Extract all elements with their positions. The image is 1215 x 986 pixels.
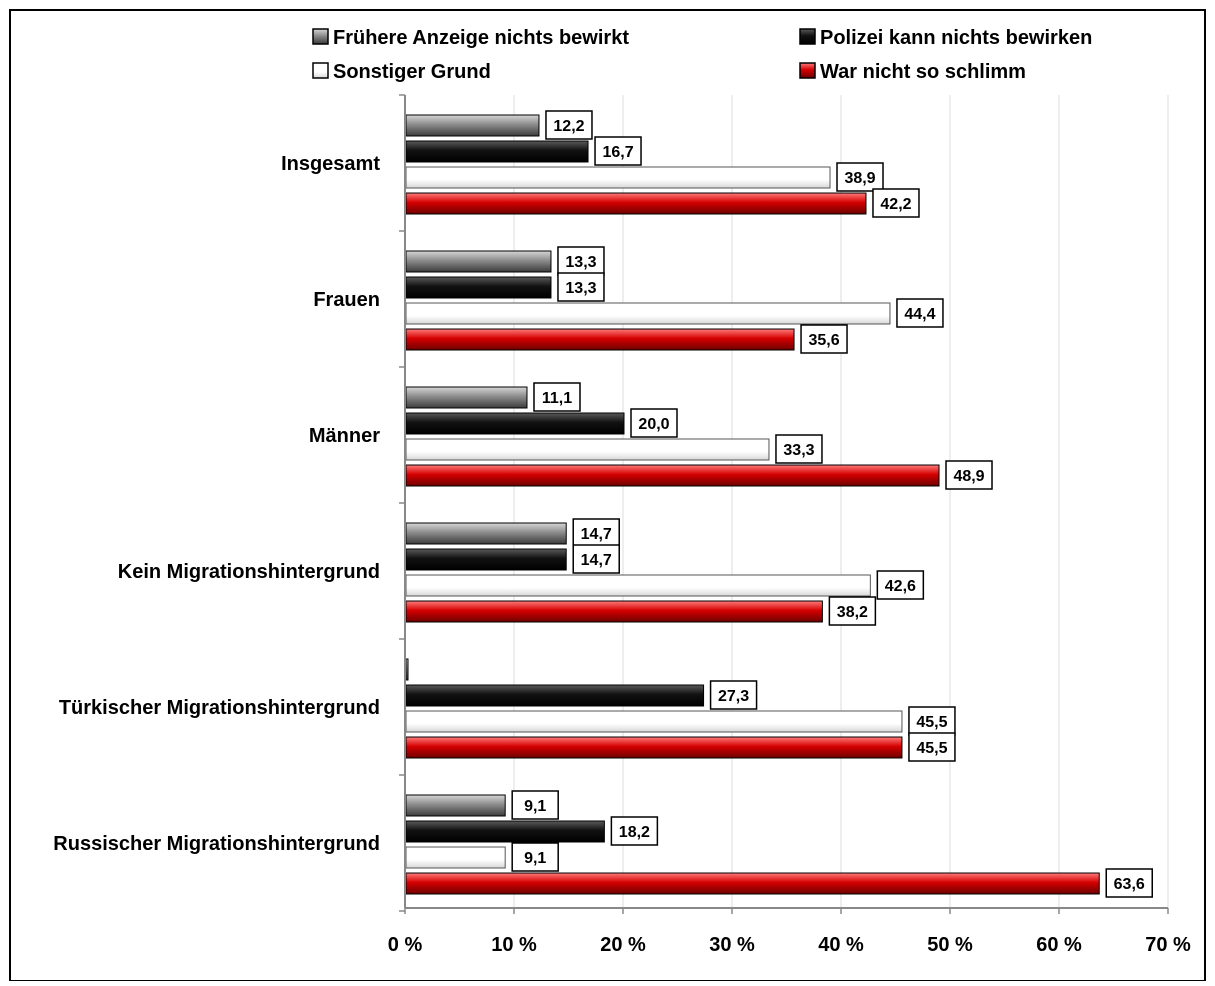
x-tick-label: 30 % bbox=[709, 934, 755, 956]
bar bbox=[405, 522, 567, 545]
legend-label: War nicht so schlimm bbox=[820, 61, 1026, 83]
data-label-box bbox=[533, 382, 581, 412]
legend-swatch bbox=[312, 28, 329, 45]
bar bbox=[405, 412, 625, 435]
bar bbox=[405, 250, 552, 273]
data-label: 12,2 bbox=[553, 118, 584, 135]
legend-swatch bbox=[312, 62, 329, 79]
data-label-box bbox=[908, 706, 956, 736]
data-label: 44,4 bbox=[904, 306, 935, 323]
bar bbox=[405, 820, 605, 843]
legend-swatch bbox=[799, 62, 816, 79]
data-label: 38,2 bbox=[837, 604, 868, 621]
data-label: 9,1 bbox=[524, 798, 546, 815]
data-label-box bbox=[872, 188, 920, 218]
data-label: 9,1 bbox=[524, 850, 546, 867]
data-label-box bbox=[836, 162, 884, 192]
bar bbox=[405, 140, 589, 163]
data-label-box bbox=[775, 434, 823, 464]
bar bbox=[405, 574, 871, 597]
category-label: Frauen bbox=[313, 289, 380, 311]
bar bbox=[405, 192, 867, 215]
data-label-box bbox=[594, 136, 642, 166]
category-label: Russischer Migrationshintergrund bbox=[53, 833, 380, 855]
bar bbox=[405, 684, 705, 707]
data-label: 27,3 bbox=[718, 688, 749, 705]
bar bbox=[405, 464, 940, 487]
data-label: 13,3 bbox=[565, 280, 596, 297]
x-tick-label: 10 % bbox=[491, 934, 537, 956]
category-label: Türkischer Migrationshintergrund bbox=[59, 697, 380, 719]
bar bbox=[405, 438, 770, 461]
bar bbox=[405, 386, 528, 409]
data-label: 13,3 bbox=[565, 254, 596, 271]
data-label-box bbox=[876, 570, 925, 600]
data-label-box bbox=[709, 680, 758, 710]
x-tick-label: 60 % bbox=[1036, 934, 1082, 956]
category-label: Männer bbox=[309, 425, 380, 447]
data-label: 16,7 bbox=[602, 144, 633, 161]
data-label-box bbox=[511, 842, 559, 872]
data-label-box bbox=[572, 518, 620, 548]
data-label-box bbox=[896, 298, 944, 328]
legend-label: Polizei kann nichts bewirken bbox=[820, 27, 1092, 49]
x-tick-label: 40 % bbox=[818, 934, 864, 956]
data-label: 35,6 bbox=[808, 332, 839, 349]
legend-swatch bbox=[799, 28, 816, 45]
legend-label: Sonstiger Grund bbox=[333, 61, 491, 83]
x-tick-label: 50 % bbox=[927, 934, 973, 956]
data-label: 20,0 bbox=[638, 416, 669, 433]
category-label: Insgesamt bbox=[281, 153, 380, 175]
bar bbox=[405, 736, 903, 759]
bar bbox=[405, 794, 506, 817]
bar bbox=[405, 166, 831, 189]
bar bbox=[405, 114, 540, 137]
data-label-box bbox=[572, 544, 620, 574]
data-label: 38,9 bbox=[844, 170, 875, 187]
data-label-box bbox=[557, 272, 605, 302]
data-label: 48,9 bbox=[953, 468, 984, 485]
data-label-box bbox=[630, 408, 678, 438]
data-label: 42,2 bbox=[880, 196, 911, 213]
data-label-box bbox=[511, 790, 559, 820]
data-label-box bbox=[800, 324, 848, 354]
bar bbox=[405, 658, 409, 681]
bar bbox=[405, 328, 795, 351]
bar bbox=[405, 846, 506, 869]
data-label: 33,3 bbox=[783, 442, 814, 459]
data-label: 11,1 bbox=[542, 390, 572, 407]
data-label-box bbox=[908, 732, 956, 762]
data-label: 14,7 bbox=[581, 526, 612, 543]
bar bbox=[405, 710, 903, 733]
data-label: 18,2 bbox=[619, 824, 650, 841]
data-label: 42,6 bbox=[885, 578, 916, 595]
bar bbox=[405, 600, 823, 623]
data-label-box bbox=[945, 460, 993, 490]
data-label-box bbox=[610, 816, 659, 846]
category-label: Kein Migrationshintergrund bbox=[118, 561, 380, 583]
data-label: 45,5 bbox=[916, 714, 947, 731]
bar bbox=[405, 548, 567, 571]
x-tick-label: 20 % bbox=[600, 934, 646, 956]
bar bbox=[405, 276, 552, 299]
data-label: 45,5 bbox=[916, 740, 947, 757]
bar bbox=[405, 302, 891, 325]
data-label-box bbox=[545, 110, 593, 140]
data-label: 14,7 bbox=[581, 552, 612, 569]
data-label-box bbox=[1105, 868, 1153, 898]
data-label: 63,6 bbox=[1114, 876, 1145, 893]
legend-label: Frühere Anzeige nichts bewirkt bbox=[333, 27, 629, 49]
bar bbox=[405, 872, 1100, 895]
data-label-box bbox=[828, 596, 877, 626]
data-label-box bbox=[557, 246, 605, 276]
x-tick-label: 0 % bbox=[388, 934, 423, 956]
x-tick-label: 70 % bbox=[1145, 934, 1191, 956]
